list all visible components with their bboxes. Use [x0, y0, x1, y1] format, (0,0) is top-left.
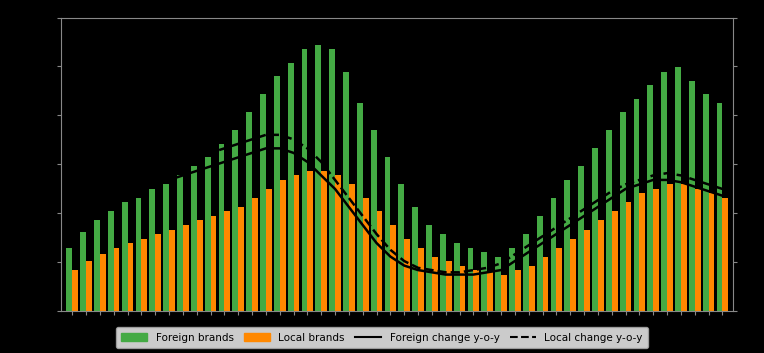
Bar [196, 221, 202, 311]
Legend: Foreign brands, Local brands, Foreign change y-o-y, Local change y-o-y: Foreign brands, Local brands, Foreign ch… [116, 327, 648, 348]
Bar [288, 63, 293, 311]
Bar [72, 270, 78, 311]
Bar [689, 81, 694, 311]
Bar [612, 211, 617, 311]
Bar [537, 216, 542, 311]
Bar [723, 198, 728, 311]
Bar [620, 112, 626, 311]
Bar [135, 198, 141, 311]
Bar [551, 198, 556, 311]
Bar [121, 203, 128, 311]
Bar [384, 157, 390, 311]
Bar [238, 207, 244, 311]
Bar [177, 175, 183, 311]
Bar [371, 130, 377, 311]
Bar [445, 261, 452, 311]
Bar [398, 184, 404, 311]
Bar [94, 221, 100, 311]
Bar [274, 76, 280, 311]
Bar [191, 166, 196, 311]
Bar [335, 175, 341, 311]
Bar [653, 189, 659, 311]
Bar [529, 265, 535, 311]
Bar [150, 189, 155, 311]
Bar [454, 243, 459, 311]
Bar [565, 180, 570, 311]
Bar [114, 247, 119, 311]
Bar [481, 252, 487, 311]
Bar [584, 229, 590, 311]
Bar [474, 270, 479, 311]
Bar [681, 184, 687, 311]
Bar [404, 239, 410, 311]
Bar [633, 99, 639, 311]
Bar [556, 247, 562, 311]
Bar [468, 247, 474, 311]
Bar [307, 171, 313, 311]
Bar [316, 45, 321, 311]
Bar [647, 85, 653, 311]
Bar [459, 265, 465, 311]
Bar [675, 67, 681, 311]
Bar [523, 234, 529, 311]
Bar [205, 157, 211, 311]
Bar [329, 49, 335, 311]
Bar [703, 94, 708, 311]
Bar [694, 189, 701, 311]
Bar [717, 103, 723, 311]
Bar [100, 254, 105, 311]
Bar [363, 198, 368, 311]
Bar [626, 203, 631, 311]
Bar [390, 225, 397, 311]
Bar [349, 184, 354, 311]
Bar [302, 49, 307, 311]
Bar [639, 193, 645, 311]
Bar [219, 144, 225, 311]
Bar [86, 261, 92, 311]
Bar [515, 270, 521, 311]
Bar [252, 198, 257, 311]
Bar [495, 257, 501, 311]
Bar [211, 216, 216, 311]
Bar [432, 257, 438, 311]
Bar [661, 72, 667, 311]
Bar [321, 171, 327, 311]
Bar [343, 72, 349, 311]
Bar [169, 229, 175, 311]
Bar [183, 225, 189, 311]
Bar [357, 103, 363, 311]
Bar [426, 225, 432, 311]
Bar [606, 130, 612, 311]
Bar [260, 94, 266, 311]
Bar [280, 180, 286, 311]
Bar [667, 184, 673, 311]
Bar [542, 257, 549, 311]
Bar [80, 232, 86, 311]
Bar [266, 189, 272, 311]
Bar [163, 184, 169, 311]
Bar [246, 112, 252, 311]
Bar [66, 247, 72, 311]
Bar [377, 211, 382, 311]
Bar [592, 148, 598, 311]
Bar [108, 211, 114, 311]
Bar [578, 166, 584, 311]
Bar [509, 247, 515, 311]
Bar [708, 193, 714, 311]
Bar [225, 211, 230, 311]
Bar [293, 175, 299, 311]
Bar [141, 239, 147, 311]
Bar [418, 247, 424, 311]
Bar [487, 272, 493, 311]
Bar [570, 239, 576, 311]
Bar [501, 275, 507, 311]
Bar [155, 234, 161, 311]
Bar [232, 130, 238, 311]
Bar [413, 207, 418, 311]
Bar [440, 234, 445, 311]
Bar [128, 243, 134, 311]
Bar [598, 221, 604, 311]
